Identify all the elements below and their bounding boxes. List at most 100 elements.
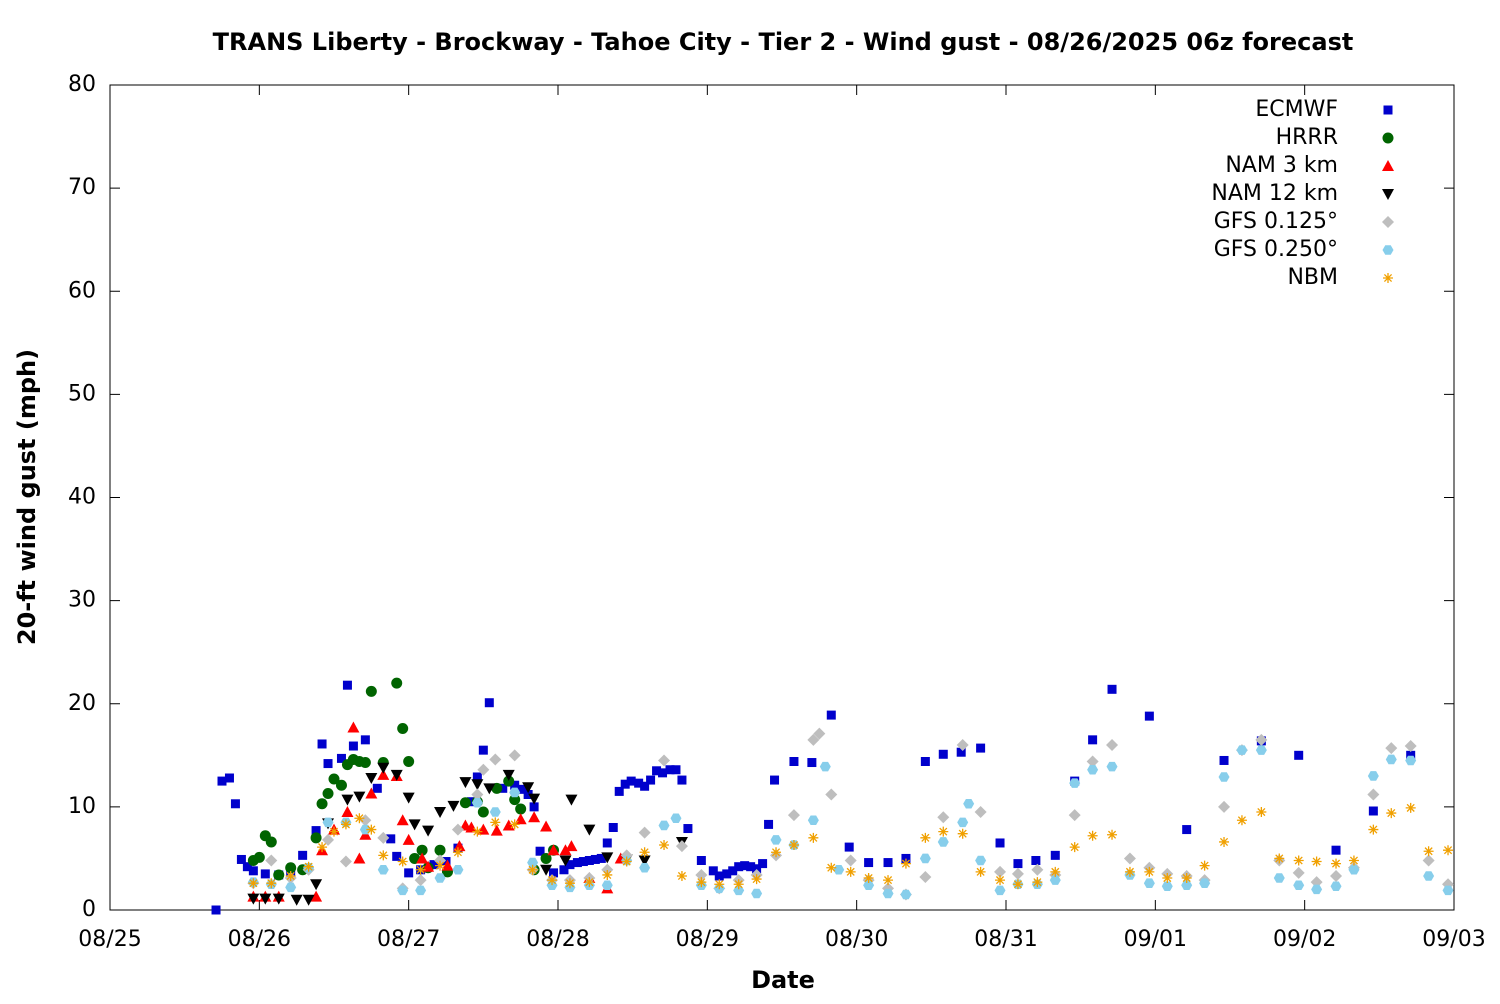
data-point <box>994 865 1007 878</box>
data-point <box>751 874 762 885</box>
data-point <box>310 832 322 844</box>
x-tick-label: 08/27 <box>377 927 440 952</box>
data-point <box>1368 824 1379 835</box>
data-point <box>386 834 396 844</box>
data-point <box>883 875 894 886</box>
legend-marker <box>1382 160 1394 171</box>
data-point <box>733 879 744 890</box>
data-point <box>919 853 931 864</box>
y-tick-label: 30 <box>68 588 96 613</box>
data-point <box>1181 880 1193 891</box>
data-point <box>1348 865 1360 875</box>
data-point <box>310 890 323 902</box>
data-point <box>471 797 483 808</box>
data-point <box>466 797 476 807</box>
y-tick-label: 60 <box>68 278 96 303</box>
data-point <box>807 733 820 746</box>
data-point <box>1331 858 1342 869</box>
data-point <box>696 856 706 865</box>
data-point <box>825 788 838 801</box>
data-point <box>995 838 1005 848</box>
data-point <box>974 806 987 819</box>
data-point <box>770 835 782 845</box>
data-point <box>1181 873 1192 884</box>
x-tick-label: 09/01 <box>1124 927 1187 952</box>
data-point <box>1294 750 1304 760</box>
data-point <box>523 790 533 799</box>
data-point <box>920 757 930 766</box>
data-point <box>365 685 377 697</box>
data-point <box>549 868 559 878</box>
data-point <box>1199 860 1210 871</box>
data-point <box>683 824 693 834</box>
data-point <box>498 783 508 793</box>
data-point <box>937 811 950 824</box>
data-point <box>302 894 315 906</box>
data-point <box>734 862 744 872</box>
data-point <box>1255 733 1268 746</box>
data-point <box>584 856 594 865</box>
data-point <box>1274 853 1285 864</box>
data-point <box>490 824 503 836</box>
data-point <box>341 806 354 818</box>
data-point <box>1443 845 1454 856</box>
data-point <box>752 864 762 874</box>
legend-label: HRRR <box>1276 125 1338 150</box>
data-point <box>528 811 541 823</box>
data-point <box>1107 829 1118 840</box>
data-point <box>590 854 600 864</box>
data-point <box>956 747 966 757</box>
data-point <box>452 847 463 858</box>
data-point <box>565 840 578 852</box>
data-point <box>397 856 408 867</box>
data-point <box>1086 755 1099 768</box>
data-point <box>919 871 932 883</box>
data-point <box>341 794 354 806</box>
data-point <box>397 723 409 734</box>
data-point <box>365 787 378 799</box>
data-point <box>471 779 484 791</box>
data-point <box>1144 711 1154 721</box>
data-point <box>620 779 630 789</box>
data-point <box>540 820 553 832</box>
data-point <box>1107 684 1117 694</box>
data-point <box>722 869 732 879</box>
data-point <box>317 842 328 853</box>
data-point <box>359 814 372 827</box>
data-point <box>1069 778 1081 788</box>
data-point <box>416 844 428 856</box>
data-point <box>578 857 588 867</box>
data-point <box>733 885 745 896</box>
data-point <box>844 854 857 867</box>
data-point <box>540 864 553 876</box>
data-point <box>303 861 314 872</box>
data-point <box>1106 761 1118 772</box>
data-point <box>260 869 270 879</box>
data-point <box>414 874 427 887</box>
data-point <box>422 860 435 872</box>
legend-label: ECMWF <box>1255 97 1338 122</box>
data-point <box>290 894 303 906</box>
data-point <box>1442 885 1454 896</box>
data-point <box>472 826 483 837</box>
data-point <box>434 844 446 856</box>
data-point <box>459 797 471 809</box>
data-point <box>665 765 675 775</box>
data-point <box>1423 871 1435 881</box>
data-point <box>670 813 682 823</box>
legend-marker <box>1382 216 1394 228</box>
data-point <box>527 857 539 868</box>
data-point <box>659 840 670 851</box>
data-point <box>285 870 296 881</box>
data-point <box>676 870 687 881</box>
data-point <box>1293 880 1305 891</box>
data-point <box>489 807 501 817</box>
legend-label: NAM 12 km <box>1211 181 1338 206</box>
data-point <box>429 860 439 870</box>
data-point <box>347 721 360 733</box>
data-point <box>336 753 346 763</box>
data-point <box>285 882 297 893</box>
data-point <box>1236 745 1248 755</box>
